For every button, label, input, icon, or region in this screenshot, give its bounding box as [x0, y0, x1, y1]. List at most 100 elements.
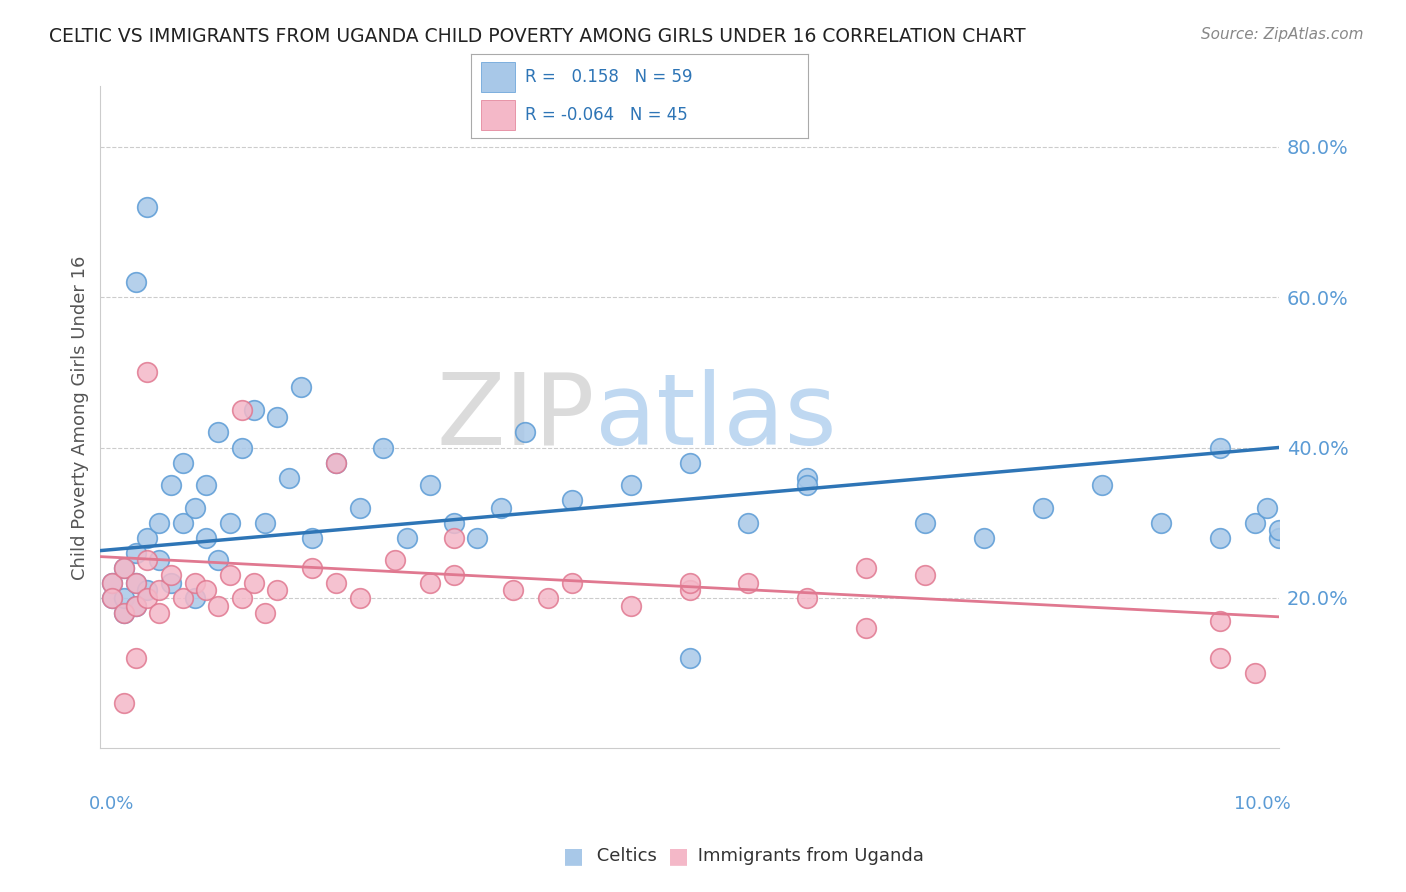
Point — [136, 365, 159, 379]
Point — [1267, 531, 1289, 545]
Text: Source: ZipAtlas.com: Source: ZipAtlas.com — [1201, 27, 1364, 42]
Point — [502, 583, 524, 598]
Point — [112, 606, 135, 620]
Text: atlas: atlas — [595, 369, 837, 466]
Point — [796, 470, 818, 484]
Point — [796, 591, 818, 605]
Point — [277, 470, 299, 484]
Point — [207, 553, 229, 567]
Point — [125, 546, 148, 560]
Point — [325, 456, 347, 470]
Point — [254, 516, 277, 530]
Point — [395, 531, 418, 545]
Point — [620, 478, 643, 492]
Text: ■: ■ — [562, 847, 583, 866]
Point — [349, 591, 371, 605]
Point — [1032, 500, 1054, 515]
Point — [325, 576, 347, 591]
Point — [112, 606, 135, 620]
Point — [1209, 441, 1232, 455]
Point — [1244, 666, 1267, 681]
Point — [136, 591, 159, 605]
Point — [183, 576, 205, 591]
Point — [136, 553, 159, 567]
Point — [419, 478, 441, 492]
Point — [231, 403, 253, 417]
Bar — [481, 62, 515, 92]
Point — [325, 456, 347, 470]
Point — [125, 599, 148, 613]
Point — [678, 583, 700, 598]
Bar — [481, 100, 515, 130]
Point — [207, 599, 229, 613]
Point — [207, 425, 229, 440]
Point — [136, 200, 159, 214]
Point — [1150, 516, 1173, 530]
Point — [678, 456, 700, 470]
Point — [172, 516, 194, 530]
Point — [136, 531, 159, 545]
Point — [1256, 500, 1278, 515]
Text: ZIP: ZIP — [437, 369, 595, 466]
Point — [513, 425, 536, 440]
Point — [537, 591, 560, 605]
Text: 0.0%: 0.0% — [89, 795, 134, 813]
Point — [172, 591, 194, 605]
Point — [160, 568, 183, 582]
Point — [148, 553, 170, 567]
Point — [467, 531, 489, 545]
Point — [855, 561, 877, 575]
Text: R = -0.064   N = 45: R = -0.064 N = 45 — [524, 106, 688, 124]
Point — [112, 591, 135, 605]
Point — [561, 493, 583, 508]
Point — [443, 568, 465, 582]
Point — [489, 500, 512, 515]
Point — [678, 651, 700, 665]
Point — [125, 651, 148, 665]
Point — [148, 516, 170, 530]
Point — [242, 403, 264, 417]
Point — [254, 606, 277, 620]
Point — [219, 568, 242, 582]
Point — [561, 576, 583, 591]
Point — [183, 500, 205, 515]
Point — [443, 531, 465, 545]
Point — [195, 478, 218, 492]
Text: R =   0.158   N = 59: R = 0.158 N = 59 — [524, 68, 693, 86]
Point — [172, 456, 194, 470]
Point — [148, 583, 170, 598]
Point — [419, 576, 441, 591]
Point — [112, 561, 135, 575]
Point — [855, 621, 877, 635]
Point — [125, 576, 148, 591]
Point — [112, 696, 135, 710]
Point — [125, 275, 148, 289]
Point — [125, 599, 148, 613]
Text: 10.0%: 10.0% — [1234, 795, 1291, 813]
Point — [349, 500, 371, 515]
Point — [136, 583, 159, 598]
Text: CELTIC VS IMMIGRANTS FROM UGANDA CHILD POVERTY AMONG GIRLS UNDER 16 CORRELATION : CELTIC VS IMMIGRANTS FROM UGANDA CHILD P… — [49, 27, 1026, 45]
Point — [231, 591, 253, 605]
Point — [1091, 478, 1114, 492]
Text: Celtics: Celtics — [591, 847, 657, 865]
Point — [914, 516, 936, 530]
Point — [101, 576, 124, 591]
Point — [1209, 531, 1232, 545]
Point — [1209, 614, 1232, 628]
Point — [1244, 516, 1267, 530]
Point — [737, 516, 759, 530]
Point — [1267, 523, 1289, 537]
Point — [620, 599, 643, 613]
Point — [231, 441, 253, 455]
Point — [125, 576, 148, 591]
Point — [219, 516, 242, 530]
Point — [373, 441, 395, 455]
Point — [183, 591, 205, 605]
Point — [443, 516, 465, 530]
Point — [195, 531, 218, 545]
Point — [101, 576, 124, 591]
Point — [101, 591, 124, 605]
Text: Immigrants from Uganda: Immigrants from Uganda — [692, 847, 924, 865]
Point — [1209, 651, 1232, 665]
